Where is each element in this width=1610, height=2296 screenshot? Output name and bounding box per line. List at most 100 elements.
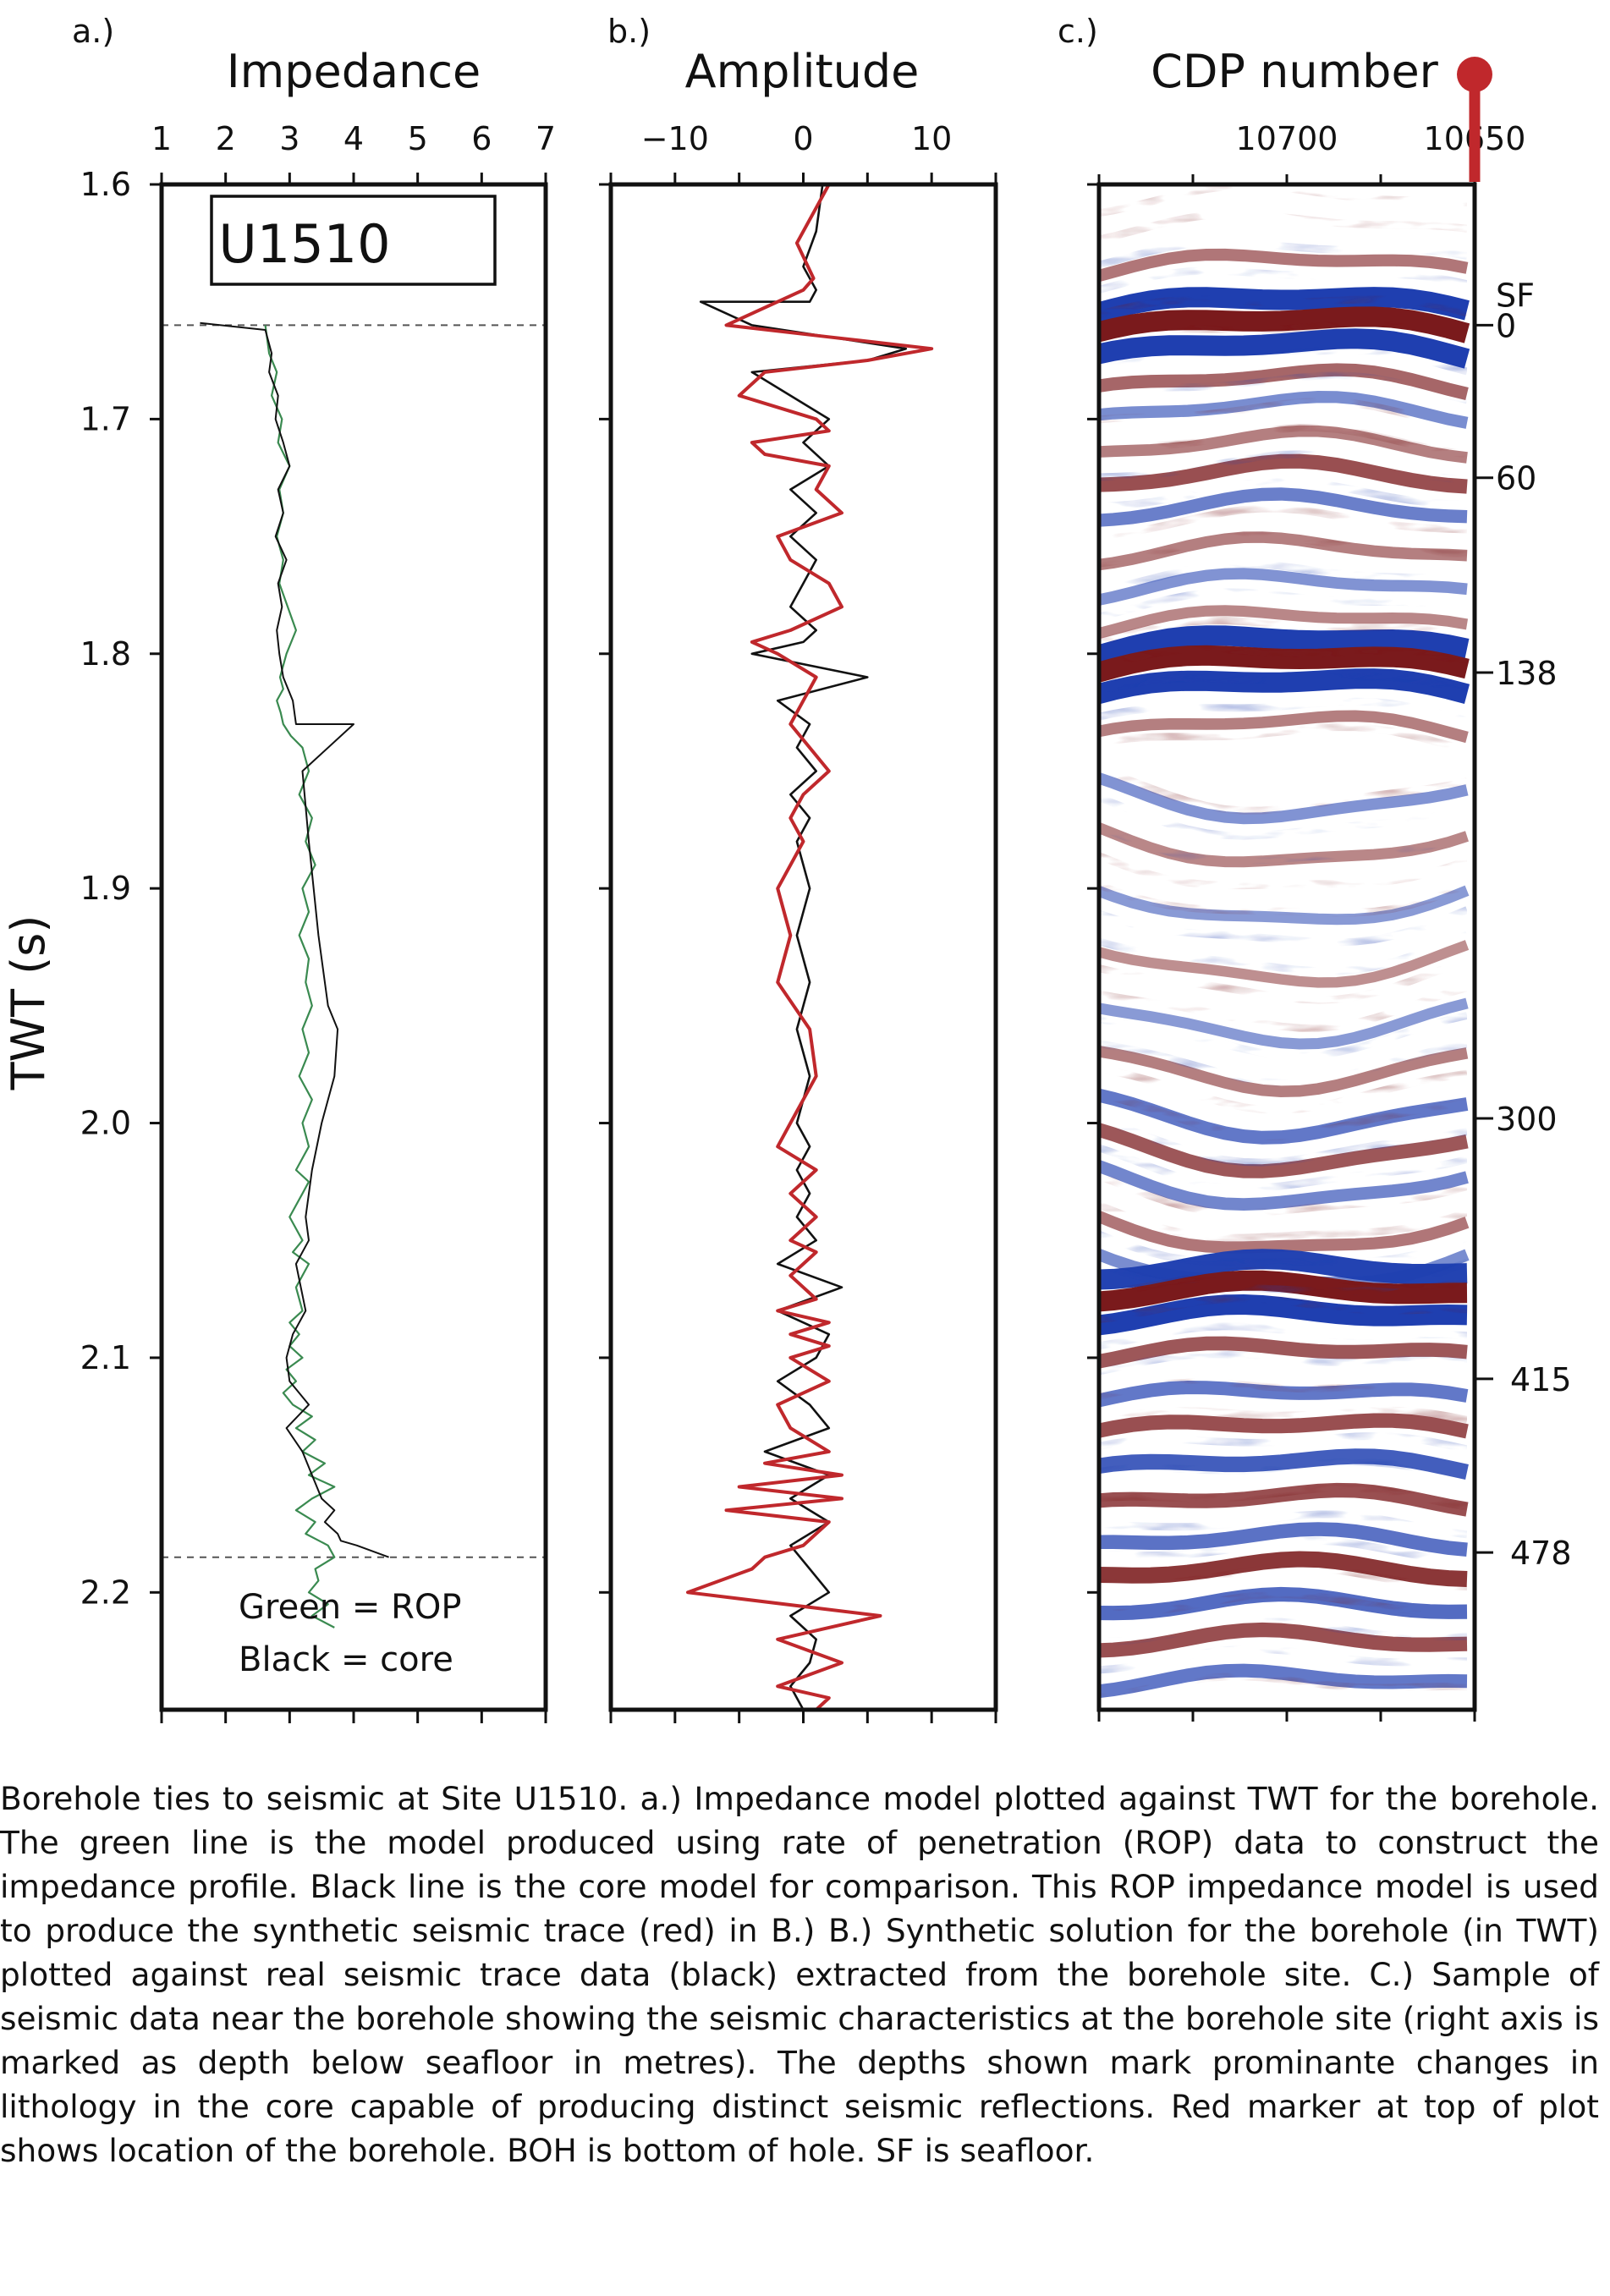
amplitude-title: Amplitude — [685, 45, 920, 98]
twt-axis-label: TWT (s) — [2, 915, 55, 1091]
depth-label: 138 — [1496, 655, 1558, 692]
seismic-texture-line — [1099, 1536, 1468, 1565]
seismic-reflector — [1099, 306, 1470, 343]
cdp-tick-label: 10700 — [1236, 120, 1338, 157]
amplitude-line-synthetic — [686, 184, 934, 1711]
seismic-reflector — [1099, 885, 1470, 926]
seismic-reflector — [1099, 1210, 1470, 1254]
seismic-texture-line — [1099, 1143, 1468, 1192]
seismic-texture-line — [1099, 1116, 1468, 1167]
seismic-reflector — [1099, 363, 1469, 400]
seismic-texture-line — [1099, 477, 1468, 511]
seismic-reflector — [1099, 940, 1470, 988]
twt-tick-label: 2.2 — [80, 1574, 131, 1611]
seismic-texture-line — [1099, 1200, 1469, 1242]
seismic-reflector — [1099, 1663, 1468, 1699]
seismic-reflector — [1099, 1522, 1468, 1557]
twt-tick-label: 1.7 — [80, 400, 131, 437]
seismic-texture-line — [1099, 504, 1468, 540]
seismic-texture-line — [1099, 1484, 1468, 1511]
seismic-texture-line — [1099, 1510, 1468, 1539]
seismic-texture-line — [1099, 1673, 1468, 1701]
seismic-texture-line — [1099, 822, 1469, 865]
seismic-texture-line — [1099, 424, 1468, 459]
seismic-reflector — [1099, 1551, 1468, 1587]
impedance-tick-label: 2 — [216, 120, 236, 157]
seismic-texture-line — [1099, 1040, 1468, 1087]
seismic-texture-line — [1099, 1294, 1468, 1324]
seismic-texture-line — [1099, 1431, 1468, 1453]
impedance-tick-label: 7 — [536, 120, 556, 157]
seismic-reflector — [1099, 645, 1470, 684]
seismic-texture-line — [1099, 1322, 1468, 1350]
impedance-tick-label: 6 — [471, 120, 492, 157]
seismic-texture-line — [1099, 1563, 1468, 1591]
depth-label: 478 — [1510, 1535, 1572, 1572]
seismic-texture-line — [1099, 984, 1469, 1032]
seismic-texture-line — [1099, 450, 1468, 484]
twt-tick-label: 1.9 — [80, 870, 131, 907]
twt-ticks: 1.6 1.7 1.8 1.9 2.0 2.1 2.2 — [80, 166, 162, 1611]
seismic-reflector — [1099, 625, 1470, 666]
seismic-reflector — [1099, 997, 1469, 1050]
panel-b-label: b.) — [607, 13, 651, 50]
seismic-texture-line — [1099, 1406, 1468, 1425]
seismic-texture-line — [1099, 1618, 1468, 1646]
amplitude-tick-label: 10 — [911, 120, 952, 157]
seismic-reflector — [1099, 1413, 1469, 1439]
seismic-texture-line — [1099, 722, 1469, 754]
seismic-texture-line — [1099, 184, 1468, 217]
seismic-texture-line — [1099, 345, 1469, 376]
seismic-texture-line — [1099, 957, 1469, 1004]
seismic-texture-line — [1099, 645, 1469, 671]
impedance-tick-label: 4 — [343, 120, 364, 157]
twt-tick-label: 1.8 — [80, 635, 131, 673]
seismic-texture-line — [1099, 588, 1468, 621]
seismic-texture-line — [1099, 1172, 1469, 1217]
seismic-texture-line — [1099, 397, 1468, 431]
seismic-reflector — [1099, 568, 1468, 606]
seismic-texture-line — [1099, 1645, 1468, 1674]
impedance-bottom-ticks — [160, 1710, 547, 1723]
amplitude-frame — [608, 182, 998, 1712]
seismic-reflector — [1099, 1045, 1469, 1098]
twt-tick-label: 2.1 — [80, 1339, 131, 1376]
seismic-texture-line — [1099, 295, 1469, 319]
seismic-reflector — [1099, 328, 1470, 369]
panel-c-label: c.) — [1058, 13, 1098, 50]
seismic-reflector — [1099, 1122, 1469, 1178]
seismic-texture-line — [1099, 616, 1468, 646]
seismic-texture-line — [1099, 266, 1468, 294]
seismic-texture-line — [1099, 1350, 1468, 1376]
seismic-texture-line — [1099, 371, 1469, 404]
impedance-series — [200, 321, 389, 1629]
seismic-reflector — [1099, 1159, 1469, 1211]
seismic-texture-line — [1099, 851, 1469, 890]
seismic-texture-line — [1099, 1266, 1468, 1296]
legend-black: Black = core — [239, 1640, 453, 1679]
seismic-texture — [1099, 184, 1469, 1701]
seismic-reflector — [1099, 1380, 1469, 1408]
amplitude-series — [686, 184, 934, 1711]
seismic-reflector — [1099, 1448, 1469, 1480]
impedance-title: Impedance — [227, 45, 481, 98]
amplitude-panel: b.) Amplitude −10 0 10 — [599, 13, 998, 1723]
impedance-top-ticks: 1 2 3 4 5 6 7 — [151, 120, 556, 184]
seismic-section — [1099, 184, 1475, 1710]
seismic-reflector — [1099, 453, 1468, 494]
seismic-texture-line — [1099, 766, 1468, 815]
seismic-texture-line — [1099, 931, 1469, 975]
impedance-line-core — [200, 321, 389, 1558]
seismic-texture-line — [1099, 238, 1468, 269]
seismic-texture-line — [1099, 320, 1469, 346]
seismic-texture-line — [1099, 794, 1469, 840]
seismic-reflector — [1099, 248, 1469, 283]
seismic-texture-line — [1099, 881, 1469, 917]
amplitude-tick-label: 0 — [793, 120, 813, 157]
borehole-marker-head — [1457, 57, 1492, 92]
seismic-texture-line — [1099, 1458, 1468, 1482]
impedance-reference-lines — [162, 324, 546, 1558]
seismic-texture-line — [1099, 906, 1469, 947]
